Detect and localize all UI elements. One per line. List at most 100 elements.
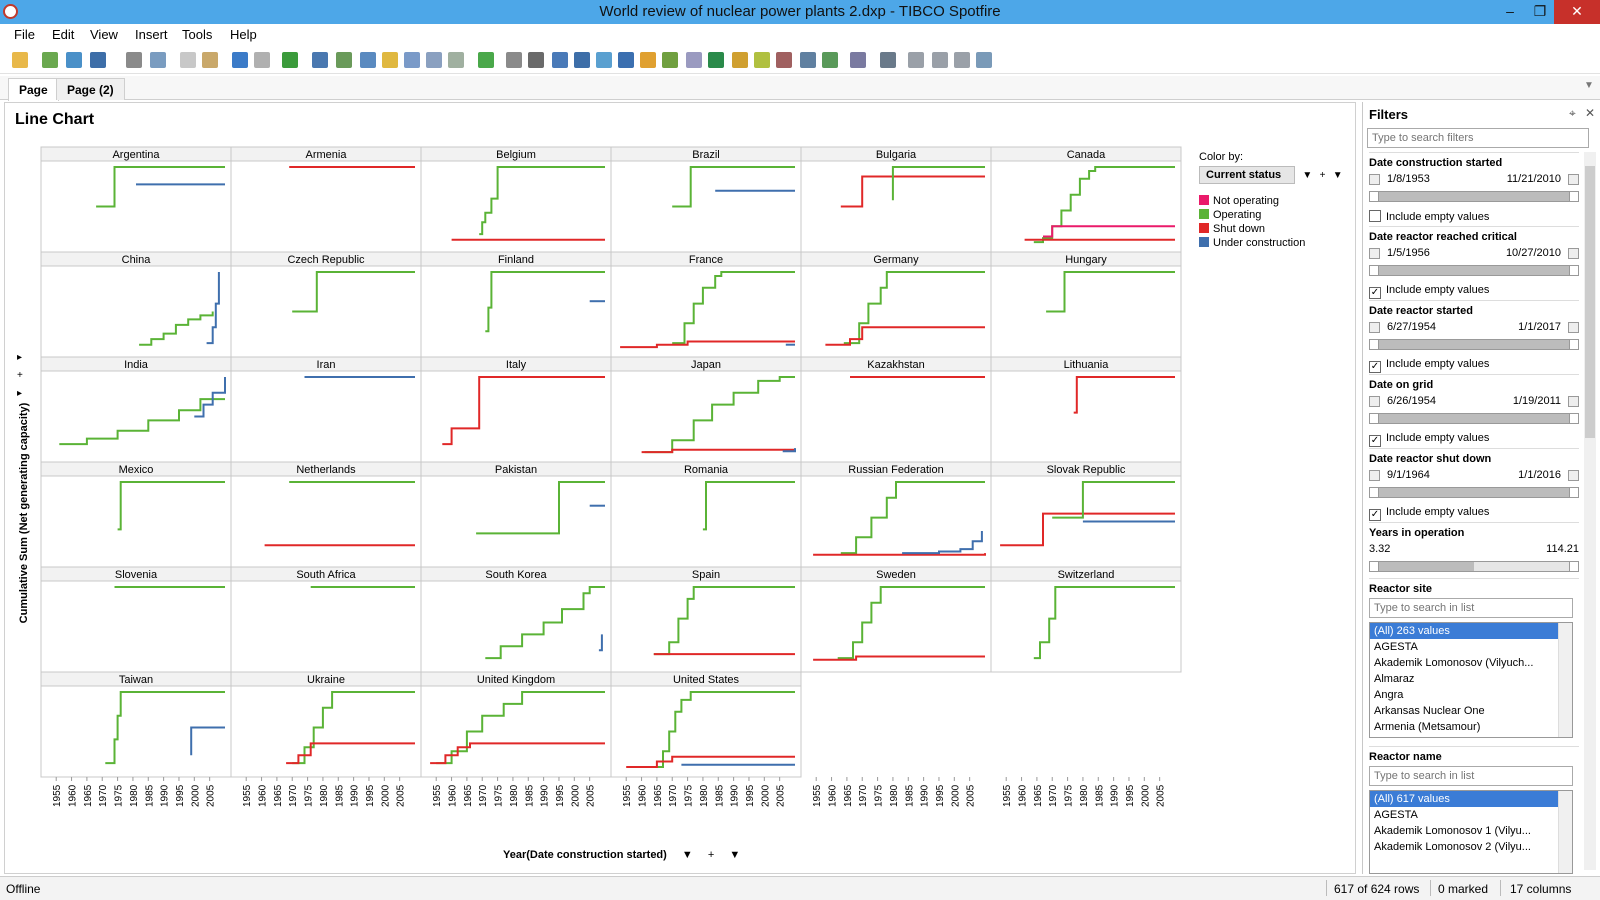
calendar-icon[interactable] [1369,248,1380,259]
slider-handle-right[interactable] [1569,266,1578,275]
3d-scatter-icon[interactable] [686,52,702,68]
range-high[interactable]: 10/27/2010 [1505,247,1561,259]
export-icon[interactable] [150,52,166,68]
pie-chart-icon[interactable] [640,52,656,68]
range-slider[interactable] [1369,487,1579,498]
new-page-icon[interactable] [478,52,494,68]
table-icon[interactable] [506,52,522,68]
combination-chart-icon[interactable] [618,52,634,68]
parallel-coordinates-icon[interactable] [776,52,792,68]
scatter-plot-icon[interactable] [662,52,678,68]
x-axis-selector[interactable]: Year(Date construction started) ▼ + ▼ [503,849,740,861]
menu-edit[interactable]: Edit [52,27,75,42]
save-icon[interactable] [90,52,106,68]
calendar-icon[interactable] [1568,396,1579,407]
color-by-add-icon[interactable]: + [1319,170,1326,181]
select-icon[interactable] [336,52,352,68]
filters-scrollbar[interactable] [1584,152,1596,870]
range-low[interactable]: 6/27/1954 [1387,321,1436,333]
list-scrollbar[interactable] [1558,623,1572,737]
range-high[interactable]: 11/21/2010 [1506,173,1561,185]
menu-help[interactable]: Help [230,27,257,42]
trellis-icon[interactable] [448,52,464,68]
calendar-icon[interactable] [1568,470,1579,481]
checkbox-unchecked[interactable] [1369,210,1381,222]
graphical-table-icon[interactable] [552,52,568,68]
range-high[interactable]: 114.21 [1546,543,1579,555]
checkmark-icon[interactable]: ✓ [1369,287,1381,299]
range-slider[interactable] [1369,191,1579,202]
legend-item[interactable]: Under construction [1199,236,1349,250]
list-item[interactable]: (All) 617 values [1370,791,1560,807]
range-high[interactable]: 1/1/2016 [1518,469,1561,481]
y-axis-menu-icon[interactable]: ▸ [17,388,23,399]
range-slider[interactable] [1369,339,1579,350]
slider-handle-left[interactable] [1370,266,1379,275]
tab-page-2[interactable]: Page (2) [56,78,125,100]
add-data-icon[interactable] [42,52,58,68]
minimize-icon[interactable]: – [1506,3,1514,19]
maximize-visualization-icon[interactable] [976,52,992,68]
trellis-line-chart[interactable]: Cumulative Sum (Net generating capacity)… [5,103,1355,873]
range-low[interactable]: 3.32 [1369,543,1391,555]
color-by-dropdown-icon[interactable]: ▼ [1302,170,1313,181]
cross-table-icon[interactable] [528,52,544,68]
checkmark-icon[interactable]: ✓ [1369,435,1381,447]
list-item[interactable]: Akademik Lomonosov 2 (Vilyu... [1374,841,1531,853]
slider-handle-right[interactable] [1569,488,1578,497]
slider-handle-left[interactable] [1370,192,1379,201]
legend-item[interactable]: Not operating [1199,194,1349,208]
menu-view[interactable]: View [90,27,118,42]
x-axis-add-icon[interactable]: + [707,849,715,861]
calendar-icon[interactable] [1369,174,1380,185]
menu-file[interactable]: File [14,27,35,42]
layout-grid-icon[interactable] [908,52,924,68]
reactor-name-search-input[interactable] [1369,766,1573,786]
bar-chart-icon[interactable] [574,52,590,68]
calendar-icon[interactable] [1369,396,1380,407]
calendar-icon[interactable] [1568,248,1579,259]
x-axis-menu-icon[interactable]: ▼ [729,849,741,861]
include-empty-checkbox[interactable]: ✓ Include empty values [1369,358,1490,373]
checkmark-icon[interactable]: ✓ [1369,509,1381,521]
box-plot-icon[interactable] [822,52,838,68]
include-empty-checkbox[interactable]: Include empty values [1369,210,1579,224]
reactor-site-search-input[interactable] [1369,598,1573,618]
checkmark-icon[interactable]: ✓ [1369,361,1381,373]
list-scrollbar[interactable] [1558,791,1572,873]
legend-item[interactable]: Operating [1199,208,1349,222]
layout-rows-icon[interactable] [954,52,970,68]
range-high[interactable]: 1/19/2011 [1512,395,1561,407]
slider-handle-left[interactable] [1370,562,1379,571]
map-chart-icon[interactable] [708,52,724,68]
slider-handle-left[interactable] [1370,488,1379,497]
menu-insert[interactable]: Insert [135,27,168,42]
legend-item[interactable]: Shut down [1199,222,1349,236]
range-slider[interactable] [1369,561,1579,572]
undo-icon[interactable] [232,52,248,68]
list-item[interactable]: Almaraz [1374,673,1415,685]
x-axis-column-label[interactable]: Year(Date construction started) [503,849,667,861]
calendar-icon[interactable] [1568,174,1579,185]
summary-table-icon[interactable] [800,52,816,68]
lists-icon[interactable] [426,52,442,68]
restore-icon[interactable]: ❐ [1533,3,1547,19]
close-icon[interactable]: ✕ [1554,0,1600,24]
color-by-selector[interactable]: Current status [1199,166,1295,184]
list-item[interactable]: Akademik Lomonosov 1 (Vilyu... [1374,825,1531,837]
range-low[interactable]: 6/26/1954 [1387,395,1436,407]
list-item[interactable]: AGESTA [1374,809,1418,821]
reactor-site-list[interactable]: (All) 263 values AGESTA Akademik Lomonos… [1369,622,1573,738]
spotfire-app-icon[interactable] [3,4,18,19]
pin-icon[interactable]: ⌖ [1569,106,1576,120]
filters-close-icon[interactable]: ✕ [1585,106,1596,120]
list-item[interactable]: (All) 263 values [1370,623,1560,639]
tab-page[interactable]: Page [8,78,59,101]
color-by-menu-icon[interactable]: ▼ [1332,170,1343,181]
range-slider[interactable] [1369,413,1579,424]
slider-handle-right[interactable] [1569,414,1578,423]
slider-handle-left[interactable] [1370,414,1379,423]
tab-menu-chevron-icon[interactable]: ▼ [1584,80,1594,91]
line-chart-icon[interactable] [596,52,612,68]
range-low[interactable]: 9/1/1964 [1387,469,1430,481]
